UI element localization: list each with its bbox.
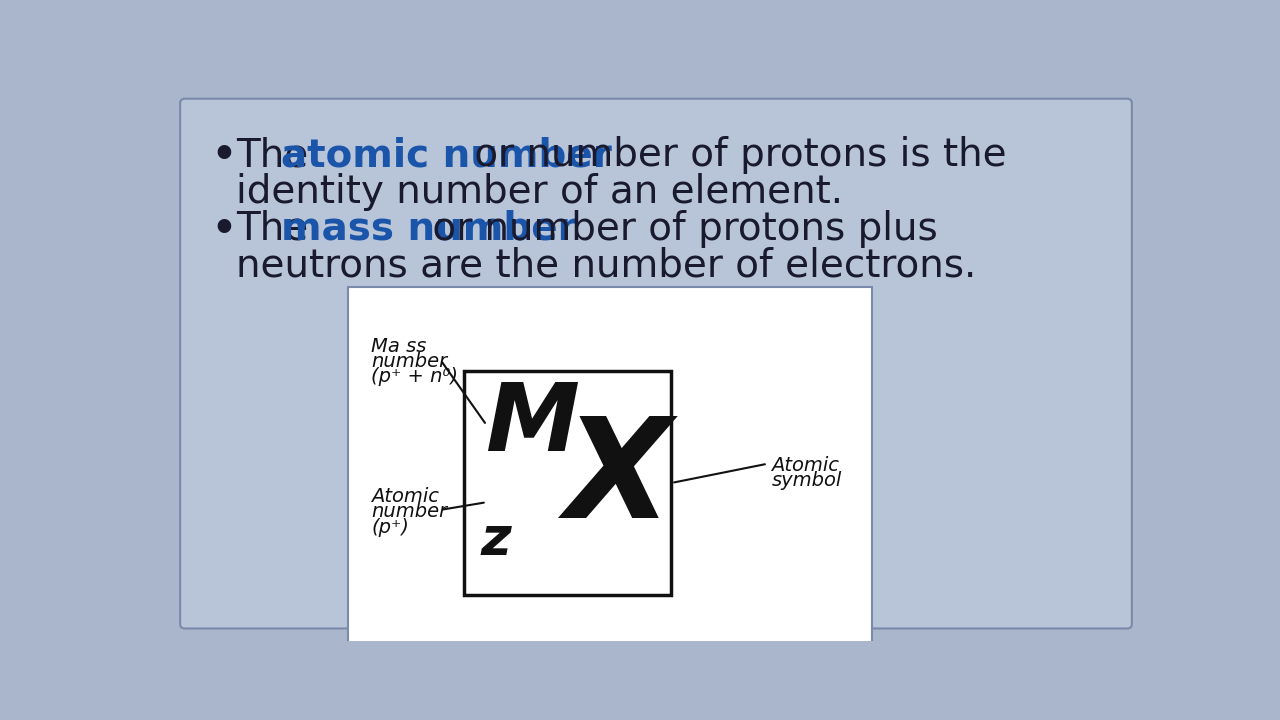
FancyBboxPatch shape xyxy=(348,287,872,664)
Text: or number of protons is the: or number of protons is the xyxy=(462,137,1006,174)
Text: X: X xyxy=(563,412,671,546)
Text: number: number xyxy=(371,352,447,371)
Text: (p⁺ + n⁰): (p⁺ + n⁰) xyxy=(371,367,458,387)
Text: •: • xyxy=(211,137,236,174)
Text: symbol: symbol xyxy=(772,472,842,490)
Text: atomic number: atomic number xyxy=(282,137,612,174)
Text: or number of protons plus: or number of protons plus xyxy=(420,210,937,248)
Text: mass number: mass number xyxy=(282,210,577,248)
Text: z: z xyxy=(480,514,511,566)
Text: (p⁺): (p⁺) xyxy=(371,518,410,536)
Text: The: The xyxy=(237,210,321,248)
Text: Ma ss: Ma ss xyxy=(371,337,426,356)
Text: identity number of an element.: identity number of an element. xyxy=(237,174,844,212)
Text: Atomic: Atomic xyxy=(772,456,840,475)
Text: The: The xyxy=(237,137,321,174)
FancyBboxPatch shape xyxy=(463,372,672,595)
Text: •: • xyxy=(211,210,236,248)
Text: M: M xyxy=(485,379,579,471)
FancyBboxPatch shape xyxy=(180,99,1132,629)
Text: number: number xyxy=(371,503,447,521)
Text: Atomic: Atomic xyxy=(371,487,439,505)
Text: neutrons are the number of electrons.: neutrons are the number of electrons. xyxy=(237,246,977,284)
